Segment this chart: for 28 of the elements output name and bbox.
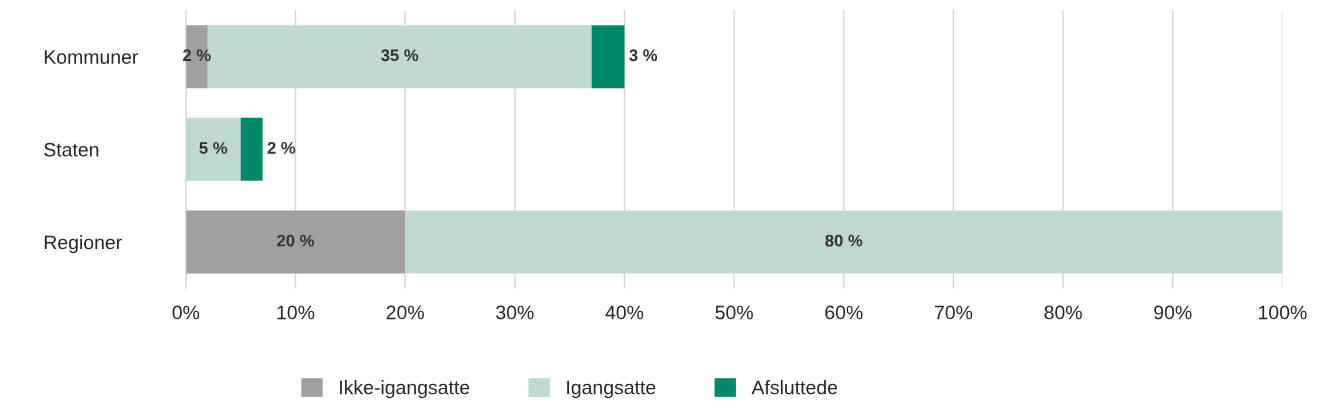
y-tick-label: Staten — [44, 142, 99, 157]
x-tick-label: 50% — [715, 305, 753, 320]
x-tick-label: 20% — [386, 305, 424, 320]
legend-label: Ikke-igangsatte — [340, 380, 470, 399]
legend-label: Igangsatte — [567, 380, 656, 399]
bar — [185, 210, 406, 274]
y-tick-label: Kommuner — [44, 50, 139, 64]
x-tick-label: 100% — [1259, 305, 1307, 320]
bar — [405, 210, 1283, 274]
data-label: 20 % — [277, 234, 315, 247]
data-label: 3 % — [629, 49, 658, 62]
x-tick-label: 0% — [172, 305, 200, 320]
y-tick-label: Regioner — [44, 235, 122, 254]
legend-label: Afsluttede — [751, 380, 838, 395]
bar — [185, 117, 241, 181]
data-label: 80 % — [825, 234, 863, 247]
x-tick-label: 40% — [605, 305, 644, 320]
x-tick-label: 10% — [277, 305, 315, 320]
bar — [240, 117, 263, 181]
x-tick-label: 30% — [496, 305, 534, 320]
data-label: 2 % — [267, 142, 296, 154]
bar — [591, 25, 625, 89]
data-label: 35 % — [381, 49, 419, 62]
x-tick-label: 60% — [825, 305, 863, 320]
x-tick-label: 80% — [1044, 305, 1082, 320]
data-label: 5 % — [199, 142, 228, 154]
x-tick-label: 70% — [934, 305, 973, 320]
x-tick-label: 90% — [1154, 305, 1192, 320]
